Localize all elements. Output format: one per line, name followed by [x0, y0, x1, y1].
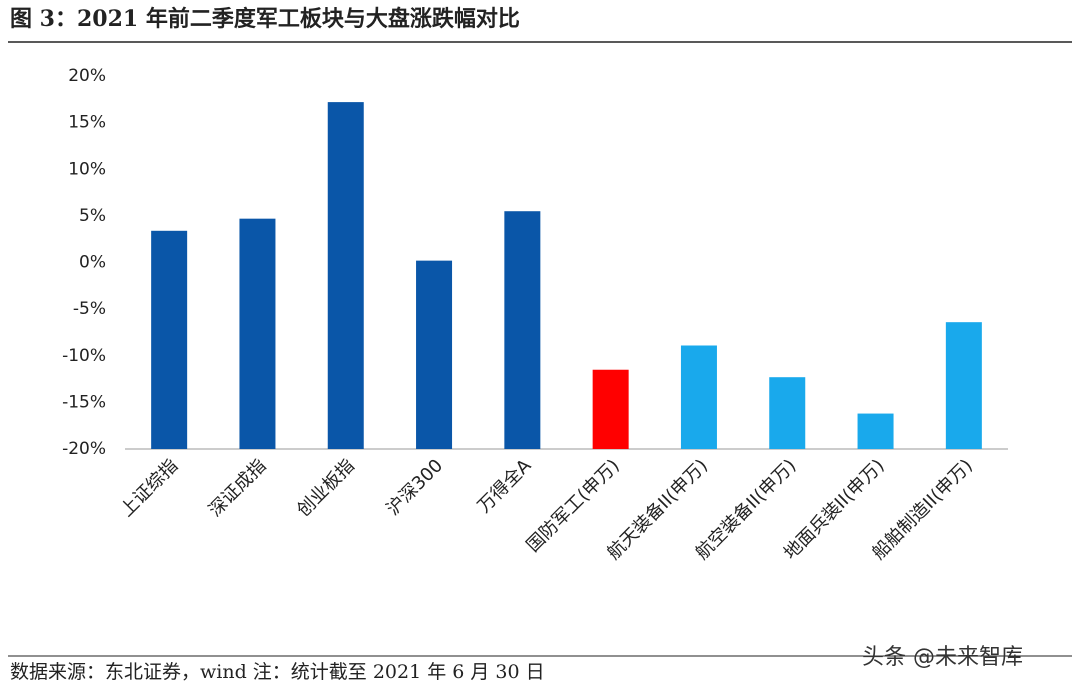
y-tick-label: 15% — [68, 113, 106, 133]
y-tick-label: 20% — [68, 66, 106, 86]
bar — [327, 102, 364, 450]
source-note: 数据来源：东北证券，wind 注：统计截至 2021 年 6 月 30 日 — [10, 661, 545, 683]
watermark: 头条 @未来智库 — [862, 645, 1023, 670]
bar — [945, 322, 982, 449]
y-tick-label: -5% — [73, 299, 106, 319]
bar — [769, 377, 806, 449]
y-tick-label: -15% — [62, 392, 106, 412]
y-tick-label: -10% — [62, 346, 106, 366]
x-tick-label: 国防军工(申万) — [523, 455, 624, 556]
bar — [680, 345, 717, 449]
x-tick-label: 深证成指 — [205, 455, 271, 521]
bar — [416, 260, 453, 449]
x-tick-label: 上证综指 — [116, 455, 182, 521]
bar — [857, 413, 894, 449]
x-tick-label: 万得全A — [474, 455, 536, 517]
x-tick-label: 沪深300 — [383, 455, 448, 520]
bar — [592, 369, 629, 449]
bar — [239, 218, 276, 449]
chart-title: 图 3：2021 年前二季度军工板块与大盘涨跌幅对比 — [10, 6, 520, 32]
y-tick-label: 0% — [79, 253, 106, 273]
y-tick-label: -20% — [62, 439, 106, 459]
x-tick-label: 创业板指 — [293, 455, 359, 521]
y-tick-label: 10% — [68, 159, 106, 179]
y-tick-label: 5% — [79, 206, 106, 226]
bar — [151, 230, 188, 449]
bar — [504, 211, 541, 449]
